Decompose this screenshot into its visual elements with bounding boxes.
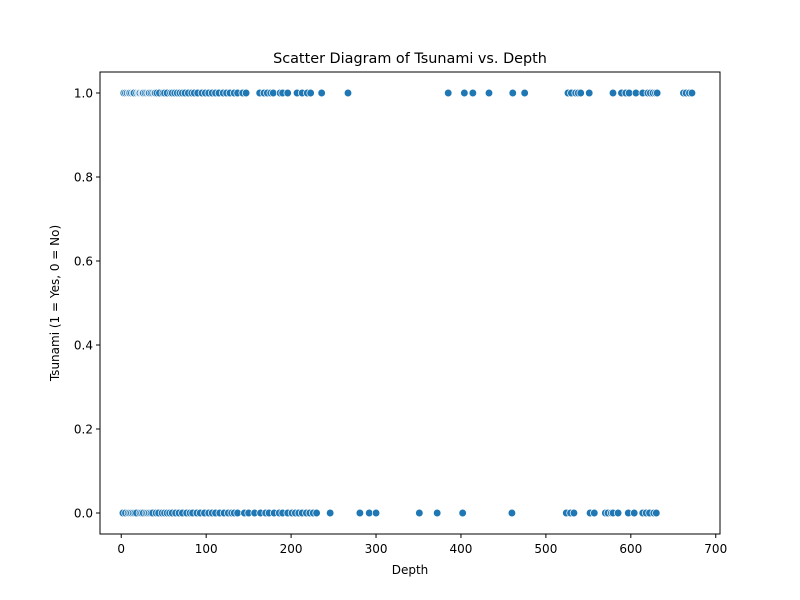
- data-point: [569, 508, 579, 518]
- axes-layer: 0 100 200 300 400 500 600 700 0.0 0.2 0.4 0.6 0.8 1.0: [74, 71, 727, 556]
- data-point: [317, 88, 326, 98]
- chart-title: Scatter Diagram of Tsunami vs. Depth: [273, 51, 547, 67]
- points-layer: [118, 88, 697, 518]
- data-point: [355, 508, 365, 518]
- x-tick-label: 600: [619, 542, 642, 556]
- data-point: [468, 88, 478, 98]
- data-point: [652, 508, 661, 518]
- data-point: [520, 88, 529, 98]
- data-point: [630, 508, 639, 518]
- y-tick-label: 0.8: [74, 171, 93, 185]
- data-point: [687, 88, 697, 98]
- data-point: [326, 508, 335, 518]
- data-point: [283, 88, 292, 98]
- y-tick-label: 0.0: [74, 507, 93, 521]
- data-point: [590, 508, 599, 518]
- data-point: [415, 508, 424, 518]
- x-tick-label: 500: [534, 542, 557, 556]
- x-tick-label: 0: [117, 542, 125, 556]
- data-point: [576, 88, 585, 98]
- data-point: [484, 88, 494, 98]
- x-axis-label: Depth: [392, 563, 429, 577]
- data-point: [444, 88, 453, 98]
- data-point: [241, 88, 251, 98]
- x-tick-label: 300: [365, 542, 388, 556]
- y-tick-label: 0.6: [74, 255, 93, 269]
- data-point: [433, 508, 442, 518]
- data-point: [585, 88, 594, 98]
- x-tick-label: 100: [195, 542, 218, 556]
- data-point: [507, 508, 517, 518]
- data-point: [312, 508, 321, 518]
- x-tick-label: 400: [450, 542, 473, 556]
- data-point: [458, 508, 467, 518]
- data-point: [371, 508, 381, 518]
- data-point: [460, 88, 469, 98]
- y-tick-label: 1.0: [74, 87, 93, 101]
- y-axis-label: Tsunami (1 = Yes, 0 = No): [48, 225, 62, 382]
- x-tick-label: 200: [280, 542, 303, 556]
- data-point: [613, 508, 623, 518]
- y-tick-label: 0.2: [74, 423, 93, 437]
- data-point: [343, 88, 353, 98]
- data-point: [608, 88, 618, 98]
- x-tick-label: 700: [704, 542, 727, 556]
- data-point: [306, 88, 315, 98]
- data-point: [508, 88, 517, 98]
- plot-frame: [99, 71, 721, 535]
- data-point: [653, 88, 662, 98]
- y-tick-label: 0.4: [74, 339, 93, 353]
